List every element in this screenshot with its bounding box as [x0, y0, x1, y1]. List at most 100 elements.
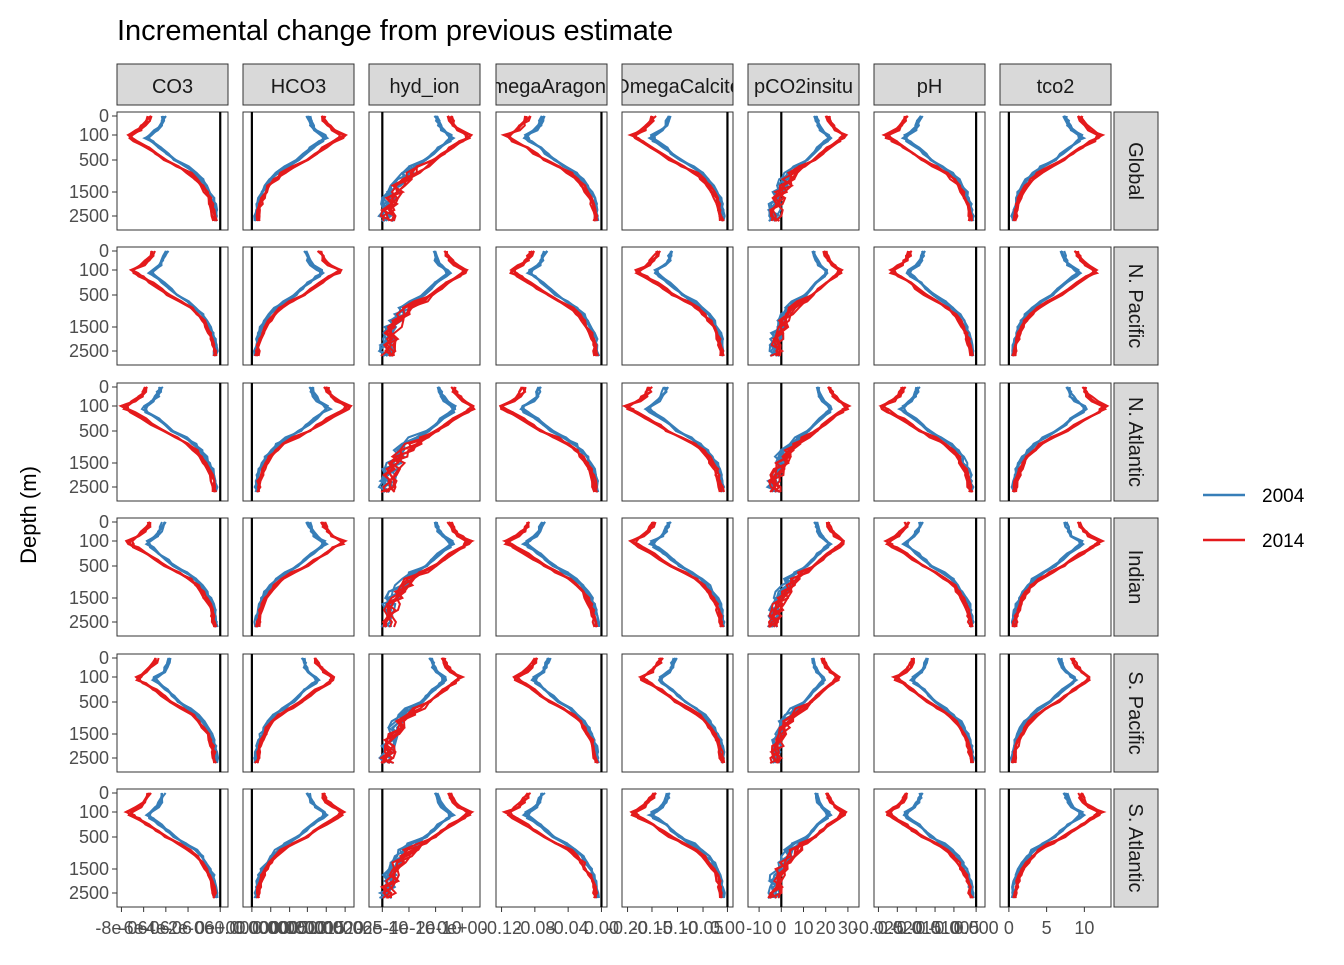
series-2014-line: [767, 792, 843, 899]
series-2014-line: [1012, 250, 1100, 357]
facet-panel-lines: [1007, 112, 1106, 230]
facet-label-row: N. Atlantic: [1124, 397, 1146, 487]
series-2014-line: [118, 386, 218, 493]
x-tick-label: -0.15: [631, 918, 672, 938]
facet-panel-lines: [134, 654, 222, 772]
series-2004-line: [911, 657, 976, 764]
facet-strip-column: [495, 63, 608, 106]
y-tick-label: 500: [79, 827, 109, 847]
series-2014-line: [499, 386, 596, 493]
y-tick-label: 0: [99, 648, 109, 668]
y-tick-label: 500: [79, 556, 109, 576]
series-2014-line: [767, 386, 850, 493]
y-tick-label: 2500: [69, 612, 109, 632]
x-tick-label: -2e-06: [162, 918, 214, 938]
x-tick-label: -8e-06: [95, 918, 147, 938]
x-tick-label: 10: [1074, 918, 1094, 938]
series-2014-line: [125, 792, 216, 899]
facet-panel-lines: [123, 789, 222, 907]
series-2014-line: [381, 657, 465, 764]
facet-panel-lines: [250, 247, 344, 365]
series-2014-line: [768, 521, 844, 628]
facet-panel-lines: [377, 789, 475, 907]
series-2014-line: [256, 115, 348, 222]
x-tick-label: 0.000015: [270, 918, 345, 938]
facet-panel: [873, 246, 986, 366]
series-2014-line: [893, 658, 973, 764]
facet-panel-lines: [629, 789, 729, 907]
facet-panel-lines: [118, 383, 222, 501]
series-2004-line: [379, 657, 447, 764]
x-tick-label: 5: [1042, 918, 1052, 938]
series-2004-line: [377, 250, 448, 357]
facet-panel: [116, 653, 229, 773]
y-tick-label: 100: [79, 396, 109, 416]
series-2004-line: [903, 386, 975, 493]
y-tick-label: 100: [79, 667, 109, 687]
facet-panel: [621, 517, 734, 637]
facet-panel-lines: [1007, 518, 1106, 636]
facet-panel-lines: [884, 789, 978, 907]
facet-panel-lines: [377, 112, 474, 230]
facet-panel-lines: [250, 654, 336, 772]
facet-strip-column: [747, 63, 860, 106]
facet-label-column: tco2: [1037, 76, 1075, 98]
series-2014-line: [503, 521, 598, 628]
x-tick-label: -6e-10: [356, 918, 408, 938]
facet-panel-lines: [768, 247, 844, 365]
facet-label-column: CO3: [152, 76, 193, 98]
legend: 2004 2014: [1203, 486, 1305, 552]
x-tick-label: 0.000020: [289, 918, 364, 938]
series-2014-line: [256, 792, 347, 899]
facet-panel: [621, 382, 734, 502]
x-tick-label: -0.010: [910, 918, 961, 938]
facet-panel-lines: [637, 654, 729, 772]
series-2014-line: [773, 250, 844, 357]
x-tick-label: -0.20: [607, 918, 648, 938]
x-tick-label: 0: [776, 918, 786, 938]
facet-panel-lines: [628, 518, 729, 636]
x-tick-label: -4e-10: [383, 918, 435, 938]
facet-panel: [495, 382, 608, 502]
facet-panel: [621, 246, 734, 366]
y-tick-label: 500: [79, 421, 109, 441]
x-tick-label: -0.020: [872, 918, 923, 938]
facet-panel-lines: [627, 112, 729, 230]
facet-panel-lines: [377, 247, 470, 365]
facet-panel-lines: [1007, 789, 1107, 907]
series-2014-line: [381, 115, 474, 222]
facet-panel: [242, 246, 355, 366]
series-2014-line: [883, 521, 973, 628]
legend-label-2004: 2004: [1262, 486, 1305, 507]
facet-panel: [621, 788, 734, 908]
series-2004-line: [654, 250, 725, 357]
y-tick-label: 500: [79, 150, 109, 170]
facet-panel-lines: [766, 518, 845, 636]
facet-panel-lines: [512, 654, 603, 772]
facet-panel: [747, 653, 860, 773]
series-2014-line: [382, 386, 475, 493]
facet-panel-lines: [878, 383, 978, 501]
series-2004-line: [254, 386, 327, 493]
x-tick-label: 0e+00: [195, 918, 246, 938]
facet-strip-row: [1113, 111, 1159, 231]
series-2014-line: [881, 386, 974, 493]
x-tick-label: -0.04: [548, 918, 589, 938]
x-tick-label: -0.10: [657, 918, 698, 938]
series-2014-line: [639, 657, 724, 764]
facet-label-column: pH: [917, 76, 943, 98]
series-2014-line: [515, 657, 599, 764]
series-2004-line: [253, 792, 327, 899]
y-tick-label: 2500: [69, 477, 109, 497]
facet-label-column: hyd_ion: [389, 76, 459, 98]
series-2004-line: [380, 115, 456, 222]
facet-panel-lines: [1007, 654, 1091, 772]
facet-label-row: Indian: [1124, 550, 1146, 605]
series-2004-line: [148, 792, 219, 899]
y-tick-label: 1500: [69, 317, 109, 337]
x-tick-label: -0.08: [514, 918, 555, 938]
series-2014-line: [1014, 792, 1107, 899]
y-tick-label: 0: [99, 377, 109, 397]
series-2014-line: [769, 115, 846, 222]
